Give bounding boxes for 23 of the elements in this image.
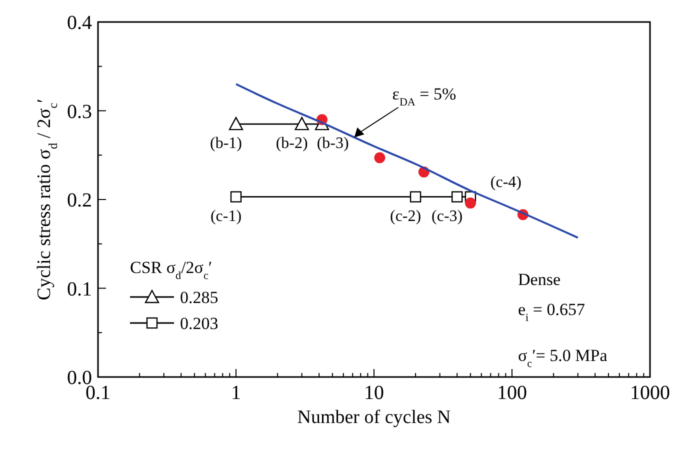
annotation: (c-2) xyxy=(390,208,422,225)
legend-label: 0.285 xyxy=(180,288,218,307)
y-tick-label: 0.4 xyxy=(67,12,92,34)
annotation: (c-3) xyxy=(432,208,463,225)
x-tick-label: 100 xyxy=(497,382,527,404)
legend-title: CSR σ$_{d}$/2σ$_{c}$′ xyxy=(130,258,212,282)
y-tick-label: 0.3 xyxy=(67,100,92,123)
annotation: (b-3) xyxy=(316,135,349,152)
annotation: ε$_{DA}$ = 5% xyxy=(392,84,456,108)
y-tick-label: 0.1 xyxy=(67,278,92,300)
x-tick-label: 1000 xyxy=(630,382,670,404)
annotation: (c-4) xyxy=(490,174,522,191)
y-tick-label: 0.2 xyxy=(67,190,92,212)
annotation: e$_{i}$ = 0.657 xyxy=(518,300,586,324)
annotation: (b-2) xyxy=(276,135,308,152)
legend-label: 0.203 xyxy=(180,314,218,333)
x-tick-label: 10 xyxy=(364,382,384,404)
annotation: Dense xyxy=(518,270,560,289)
annotation: σ$_{c}$′= 5.0 MPa xyxy=(518,346,608,370)
annotation: (b-1) xyxy=(210,135,242,152)
x-axis-title: Number of cycles N xyxy=(297,407,452,428)
x-tick-label: 1 xyxy=(231,382,241,404)
annotation: (c-1) xyxy=(210,208,242,225)
